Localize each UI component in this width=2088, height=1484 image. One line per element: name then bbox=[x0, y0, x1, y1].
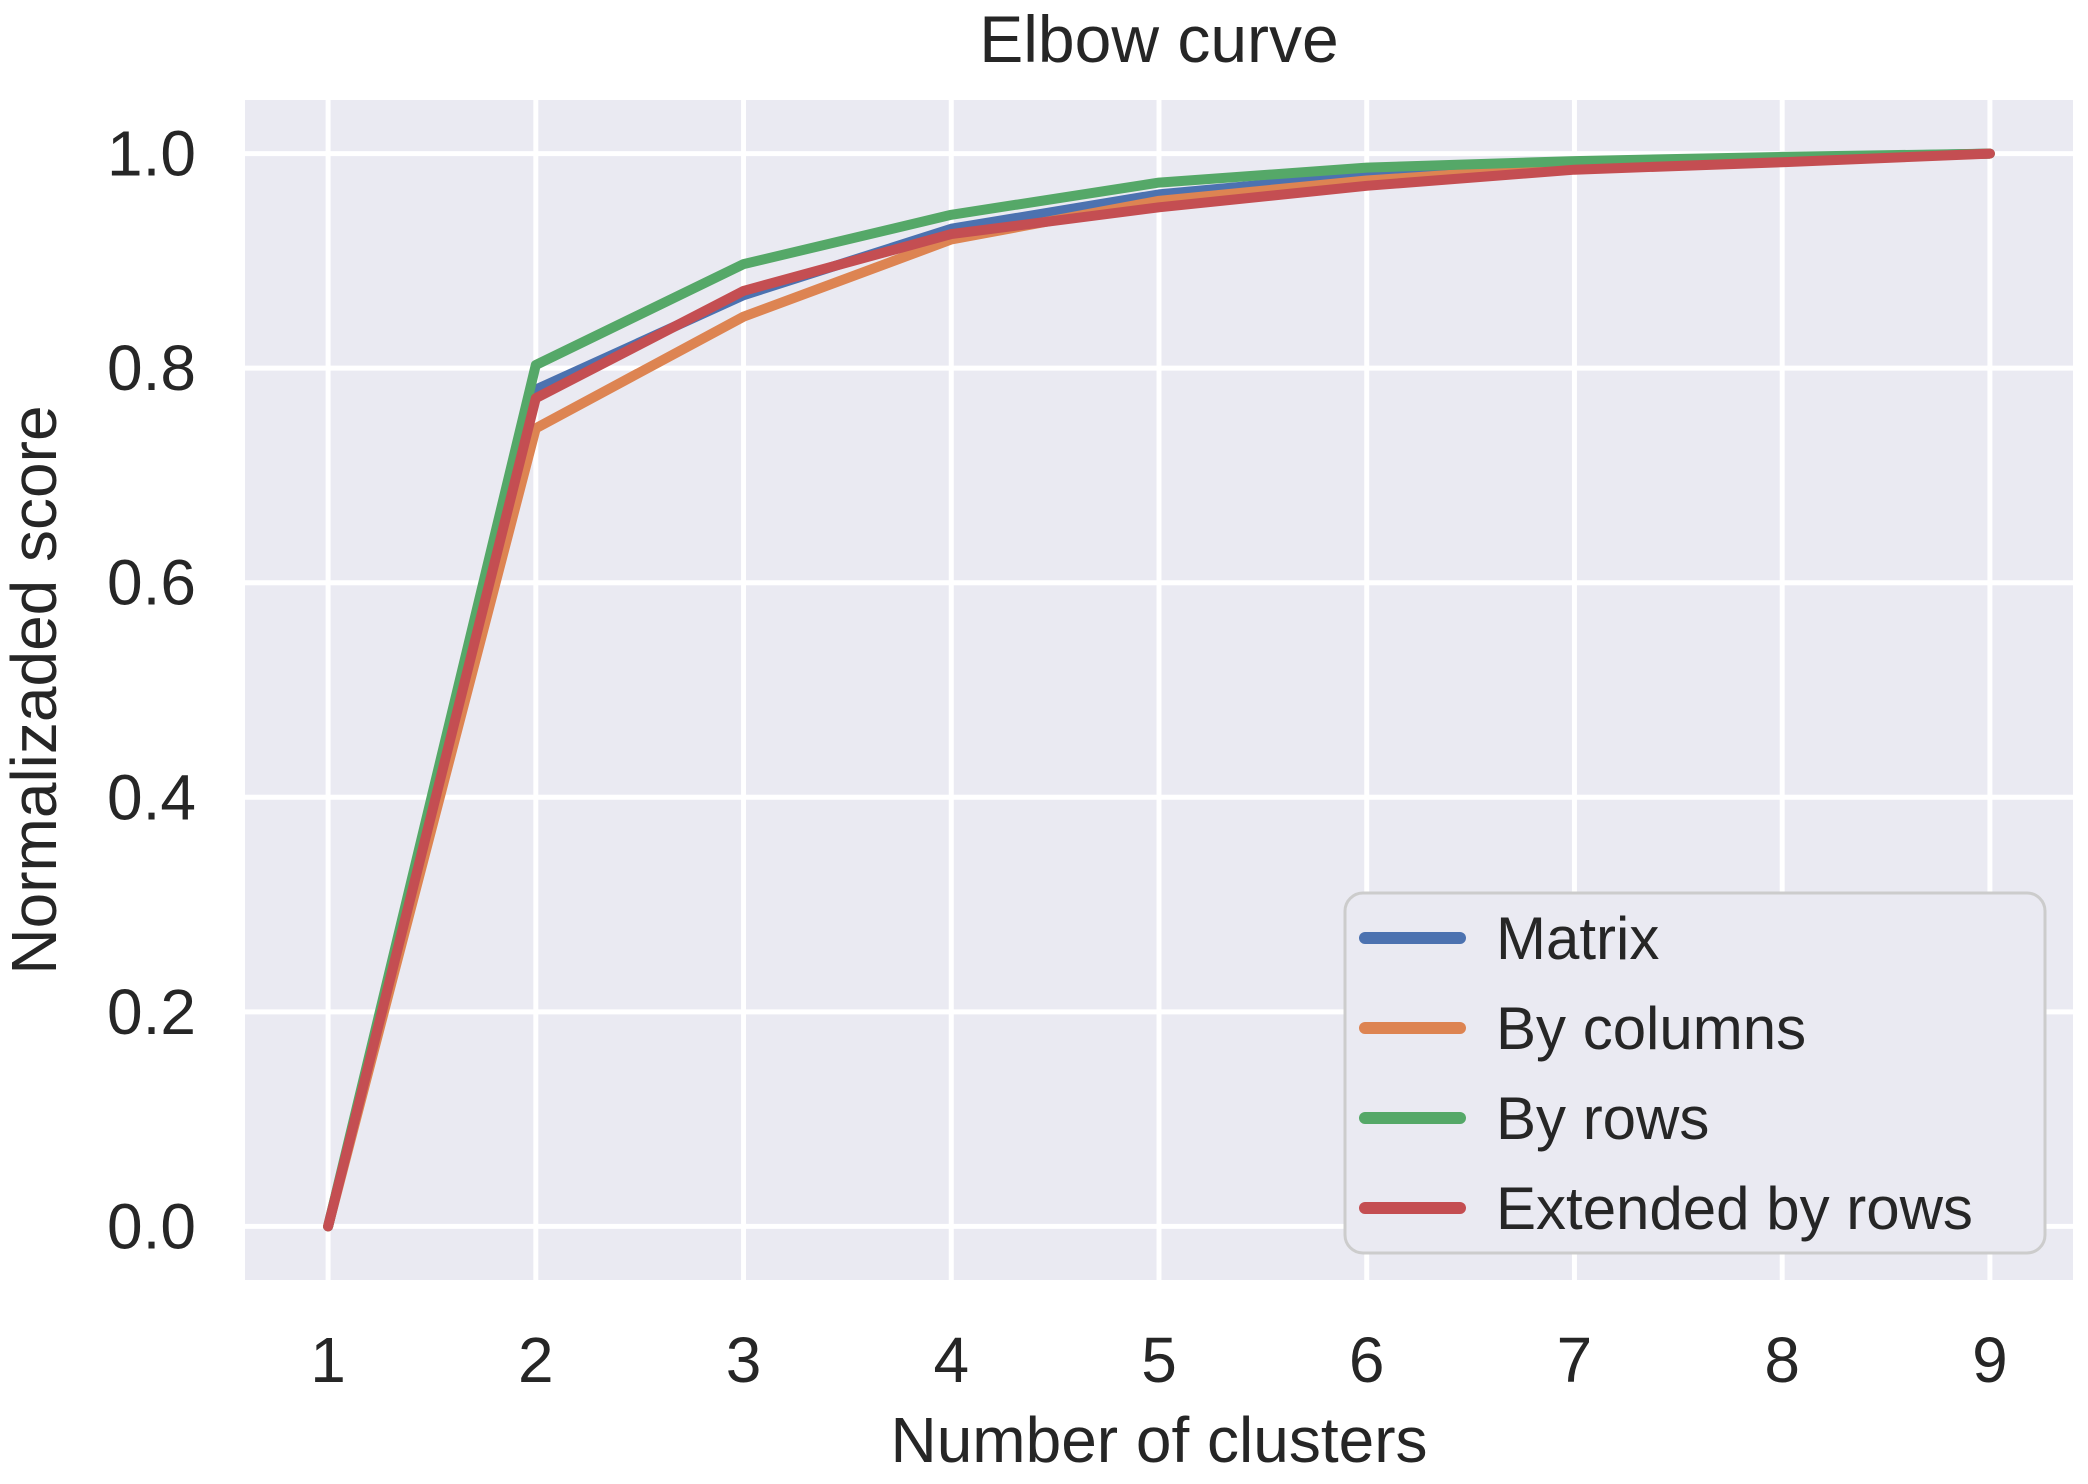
x-tick-label-1: 1 bbox=[310, 1324, 346, 1396]
x-tick-label-6: 6 bbox=[1349, 1324, 1385, 1396]
chart-title: Elbow curve bbox=[979, 2, 1339, 76]
series-line-extended-by-rows bbox=[323, 148, 1995, 1232]
y-tick-label-0.6: 0.6 bbox=[107, 547, 196, 619]
legend-label-by-columns: By columns bbox=[1496, 995, 1806, 1062]
series-line-by-rows bbox=[323, 148, 1995, 1232]
x-tick-label-7: 7 bbox=[1557, 1324, 1593, 1396]
y-tick-label-0.8: 0.8 bbox=[107, 332, 196, 404]
y-axis-label: Normalizaded score bbox=[0, 405, 70, 974]
legend-label-extended-by-rows: Extended by rows bbox=[1496, 1175, 1973, 1242]
x-tick-label-8: 8 bbox=[1764, 1324, 1800, 1396]
x-tick-label-2: 2 bbox=[518, 1324, 554, 1396]
x-axis-label: Number of clusters bbox=[890, 1404, 1427, 1476]
y-tick-label-0.0: 0.0 bbox=[107, 1190, 196, 1262]
tick-layer: 1 2 3 4 5 6 7 8 9 0.0 0.2 0.4 0.6 0.8 1.0 bbox=[107, 118, 2008, 1396]
legend-label-matrix: Matrix bbox=[1496, 905, 1659, 972]
y-tick-label-0.4: 0.4 bbox=[107, 761, 196, 833]
x-tick-label-9: 9 bbox=[1972, 1324, 2008, 1396]
legend: Matrix By columns By rows Extended by rows bbox=[1343, 891, 2047, 1255]
x-tick-label-4: 4 bbox=[933, 1324, 969, 1396]
legend-rows: Matrix By columns By rows Extended by rows bbox=[1359, 905, 1973, 1242]
legend-label-by-rows: By rows bbox=[1496, 1085, 1709, 1152]
y-tick-label-0.2: 0.2 bbox=[107, 976, 196, 1048]
x-tick-label-3: 3 bbox=[726, 1324, 762, 1396]
y-tick-label-1.0: 1.0 bbox=[107, 118, 196, 190]
series-layer bbox=[323, 148, 1995, 1232]
legend-box bbox=[1343, 891, 2047, 1255]
x-tick-label-5: 5 bbox=[1141, 1324, 1177, 1396]
